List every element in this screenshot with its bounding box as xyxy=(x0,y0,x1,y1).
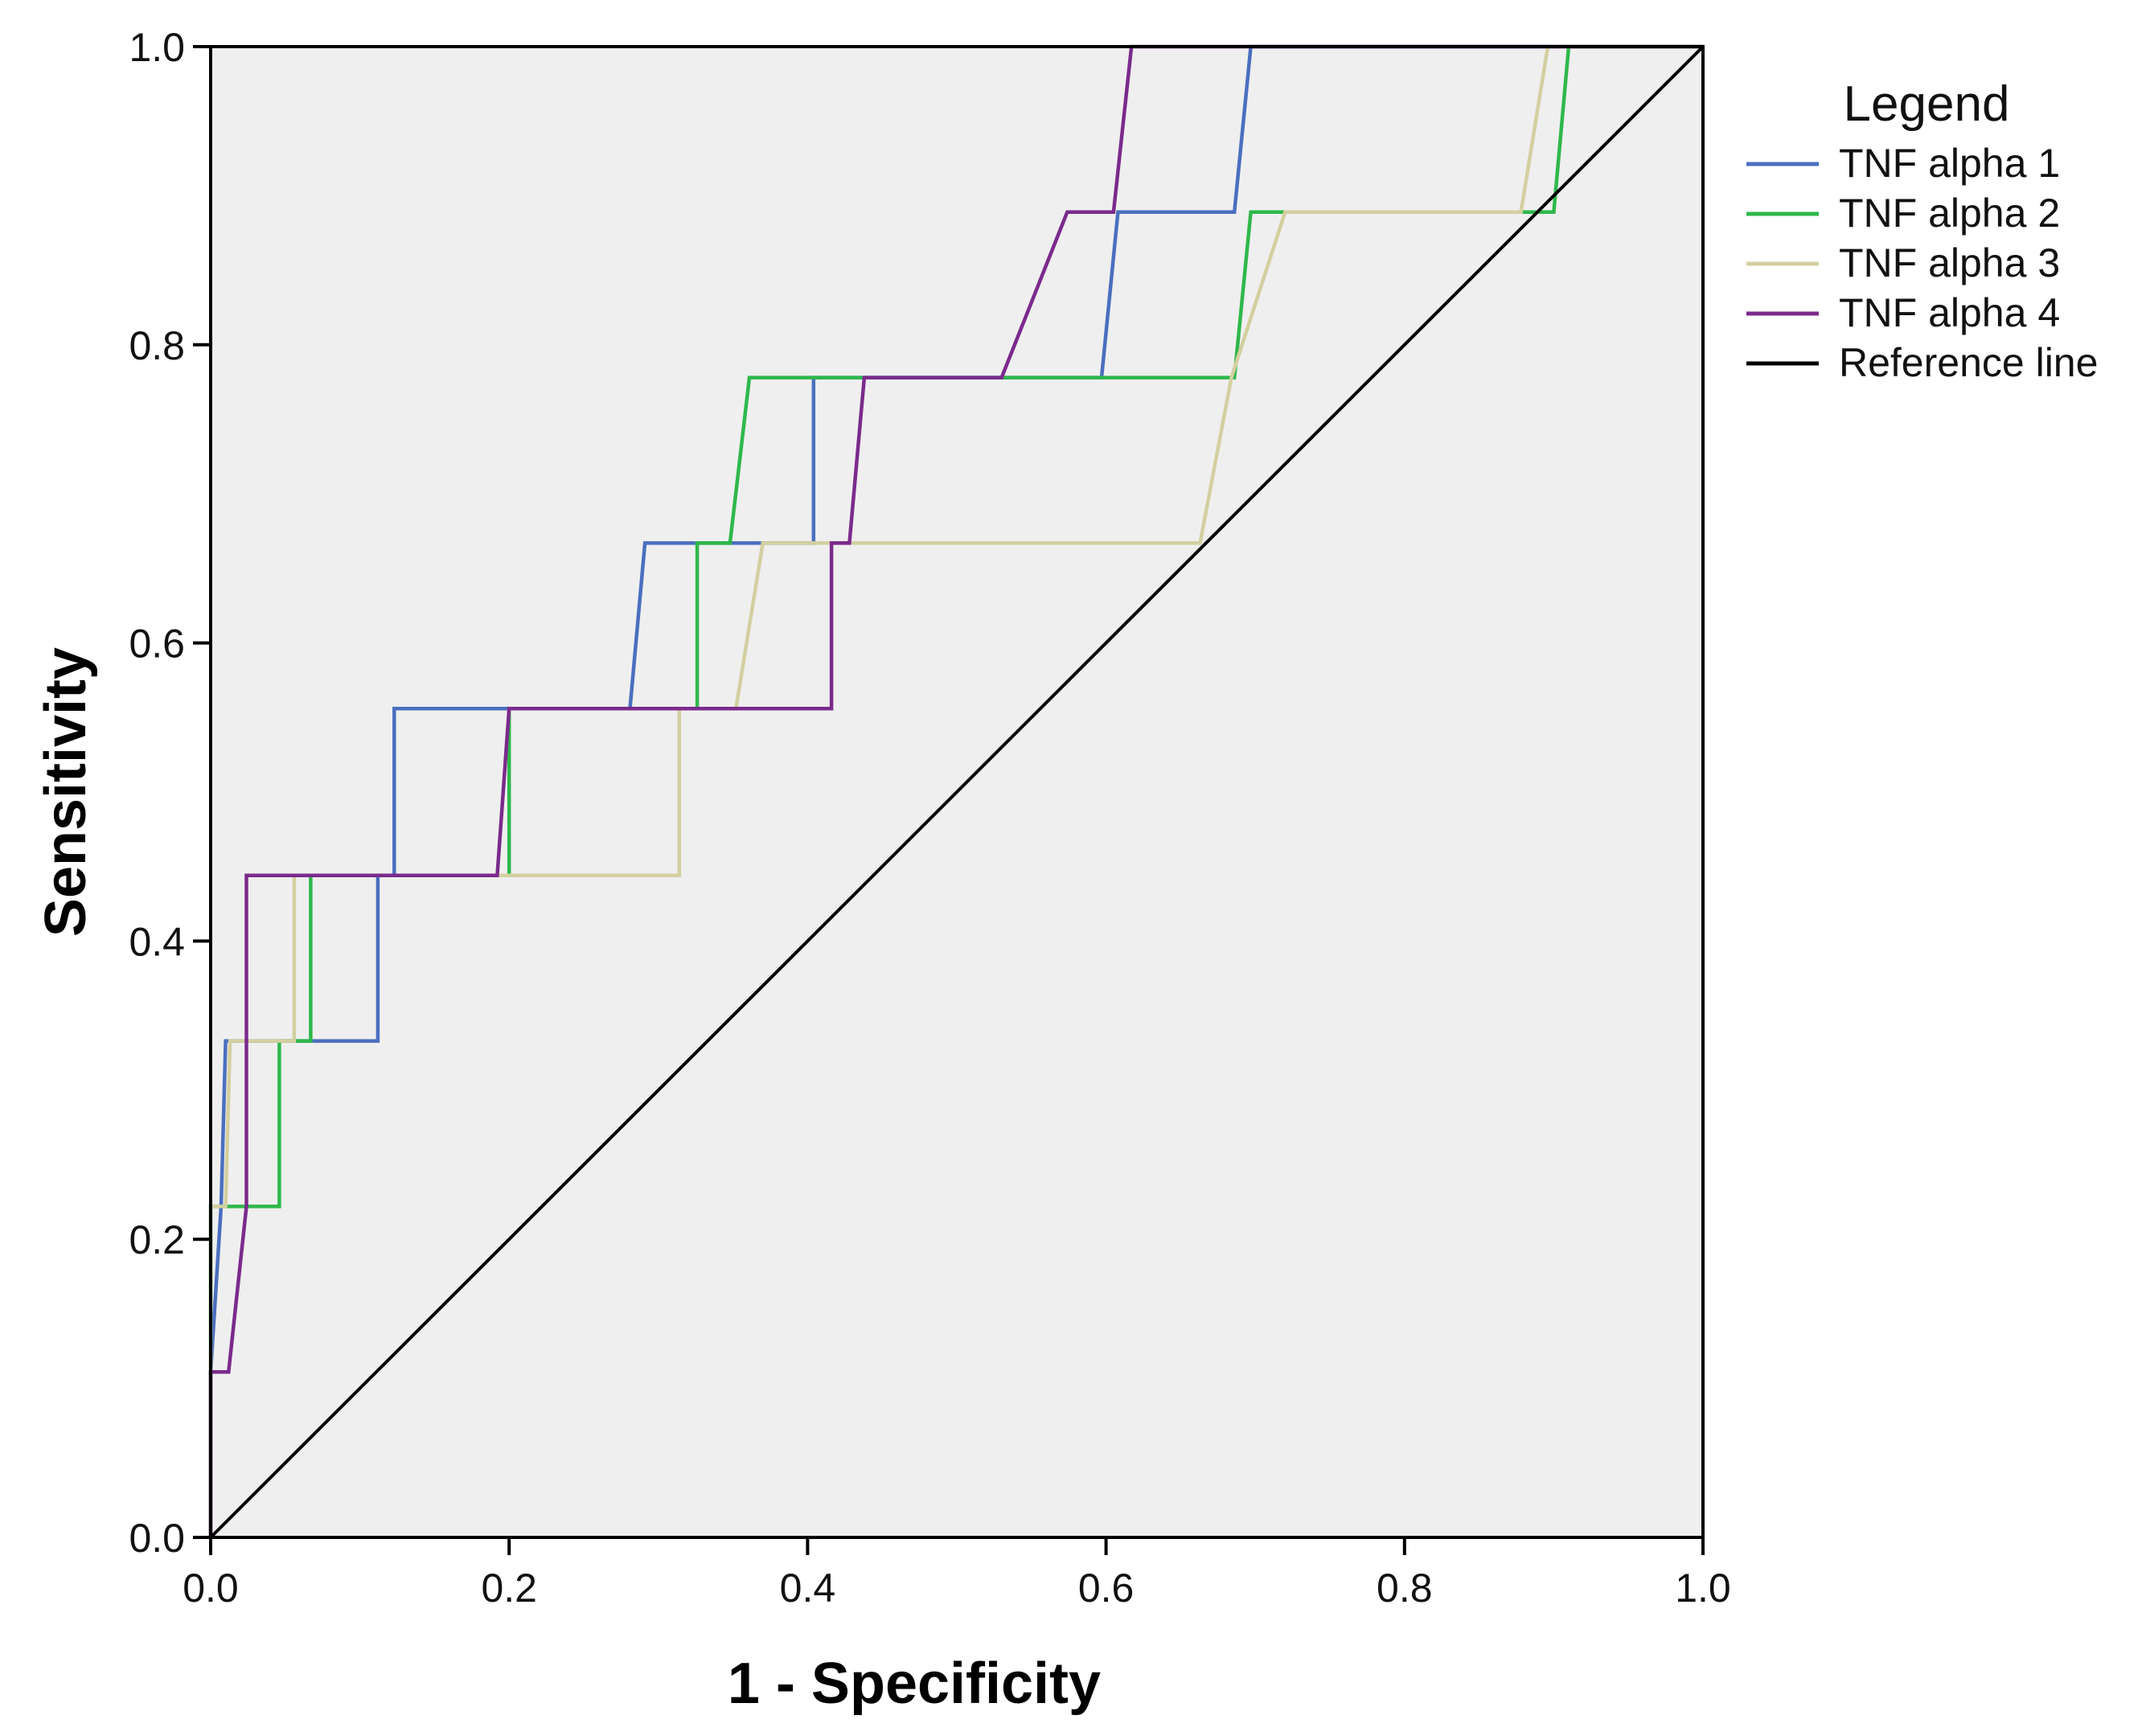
y-tick-label: 0.2 xyxy=(129,1217,185,1262)
x-axis-title: 1 - Specificity xyxy=(728,1652,1101,1716)
x-tick-label: 0.4 xyxy=(780,1566,836,1611)
y-axis-title: Sensitivity xyxy=(34,647,98,937)
plot-frame xyxy=(209,45,1705,1539)
y-tick-label: 0.0 xyxy=(129,1516,185,1561)
x-tick-label: 1.0 xyxy=(1675,1566,1731,1611)
x-tick-label: 0.6 xyxy=(1078,1566,1135,1611)
legend-title: Legend xyxy=(1844,76,2010,132)
legend-label-tnf-alpha-1: TNF alpha 1 xyxy=(1839,141,2060,186)
series-layer xyxy=(208,44,1705,1539)
x-axis: 0.0 0.2 0.4 0.6 0.8 1.0 xyxy=(183,1537,1731,1611)
legend-label-tnf-alpha-4: TNF alpha 4 xyxy=(1839,290,2060,335)
y-tick-label: 1.0 xyxy=(129,25,185,70)
x-tick-label: 0.0 xyxy=(183,1566,239,1611)
series-line-reference-line xyxy=(209,45,1705,1539)
legend-label-tnf-alpha-2: TNF alpha 2 xyxy=(1839,191,2060,236)
y-tick-label: 0.4 xyxy=(129,919,185,964)
y-axis: 0.0 0.2 0.4 0.6 0.8 1.0 xyxy=(129,25,211,1561)
series-line-tnf-alpha-4 xyxy=(208,44,1703,1537)
x-tick-label: 0.8 xyxy=(1377,1566,1433,1611)
legend-label-tnf-alpha-3: TNF alpha 3 xyxy=(1839,240,2060,285)
legend-label-reference-line: Reference line xyxy=(1839,340,2098,385)
y-tick-label: 0.6 xyxy=(129,622,185,667)
x-tick-label: 0.2 xyxy=(481,1566,537,1611)
y-tick-label: 0.8 xyxy=(129,323,185,368)
